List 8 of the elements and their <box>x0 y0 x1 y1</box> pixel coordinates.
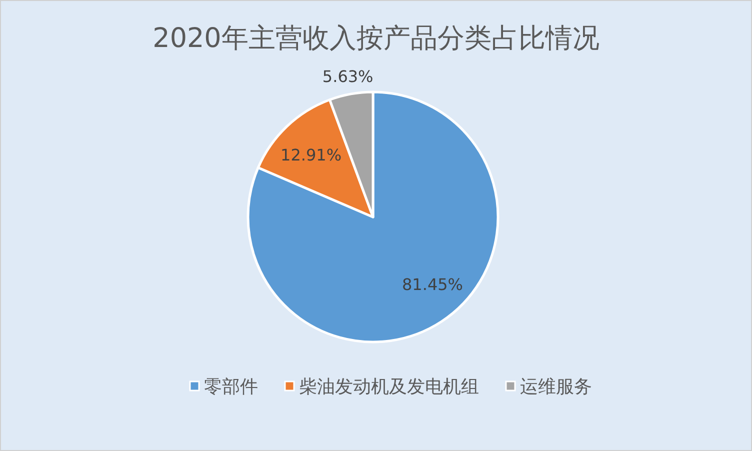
data-label: 5.63% <box>322 66 374 86</box>
legend-label: 运维服务 <box>520 376 592 398</box>
data-label: 81.45% <box>402 274 464 294</box>
data-label: 12.91% <box>280 145 342 164</box>
legend-label: 零部件 <box>204 376 258 398</box>
chart-title: 2020年主营收入按产品分类占比情况 <box>152 23 600 54</box>
legend-label: 柴油发动机及发电机组 <box>299 376 479 398</box>
pie-slice <box>246 90 500 344</box>
